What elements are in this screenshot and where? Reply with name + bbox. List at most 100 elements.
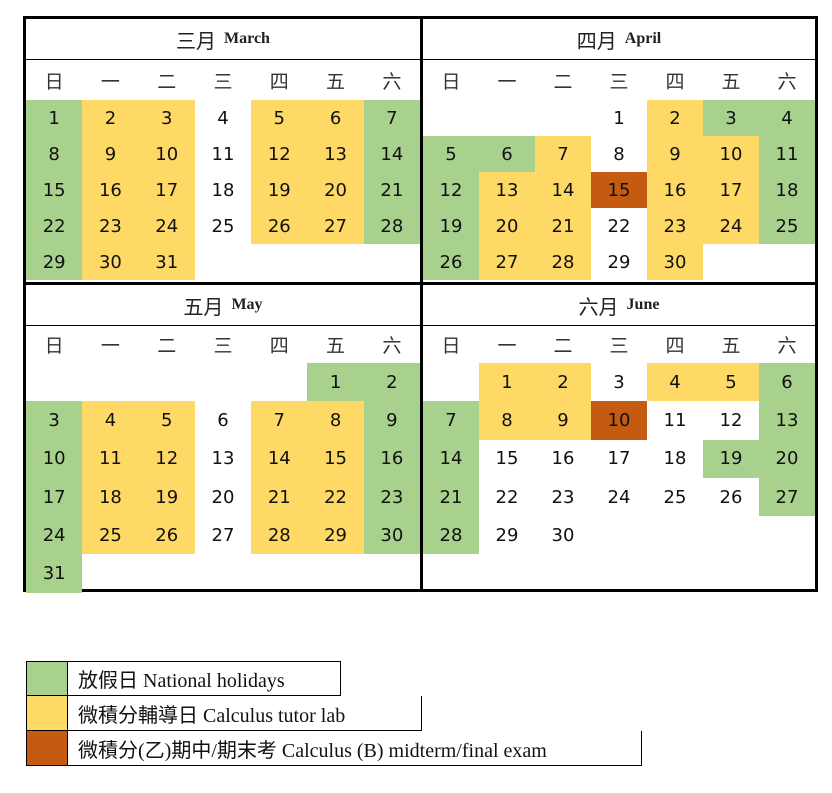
day-cell: 20 [759, 439, 815, 478]
empty-cell [251, 554, 307, 592]
weekday-header: 二 [553, 70, 573, 93]
day-cell: 24 [703, 208, 759, 244]
day-cell: 24 [607, 486, 631, 508]
day-cell: 16 [363, 439, 420, 478]
weekday-header: 三 [213, 335, 233, 357]
day-cell: 18 [663, 448, 687, 470]
day-cell: 19 [423, 208, 479, 244]
day-cell: 16 [647, 172, 703, 208]
day-cell: 1 [26, 100, 83, 136]
day-cell: 13 [307, 136, 364, 172]
day-cell: 9 [647, 136, 703, 172]
legend-item: 微積分(乙)期中/期末考 Calculus (B) midterm/final … [26, 731, 642, 766]
day-cell: 21 [363, 172, 420, 208]
empty-cell [423, 363, 479, 401]
day-cell: 21 [535, 208, 591, 244]
day-cell: 9 [82, 136, 139, 172]
day-cell: 22 [495, 486, 519, 508]
weekday-header: 日 [441, 335, 461, 357]
weekday-header: 五 [326, 70, 346, 93]
empty-cell [647, 516, 703, 554]
day-cell: 6 [479, 136, 535, 172]
day-cell: 4 [759, 100, 815, 136]
day-cell: 15 [307, 439, 364, 478]
day-cell: 13 [211, 448, 235, 470]
day-cell: 4 [647, 363, 703, 402]
day-cell: 28 [363, 208, 420, 244]
day-cell: 14 [535, 172, 591, 208]
day-cell: 30 [363, 516, 420, 555]
empty-cell [195, 244, 251, 280]
legend-item: 微積分輔導日 Calculus tutor lab [26, 696, 642, 731]
month-title-zh: 三月 [176, 28, 217, 53]
day-cell: 29 [26, 244, 83, 280]
weekday-header: 三 [609, 70, 629, 93]
empty-cell [195, 554, 251, 592]
day-cell: 18 [82, 477, 139, 517]
day-cell: 12 [251, 136, 308, 172]
calendar: 三月 March 日一二三四五六 1 2 3 4 5 6 7 8 9 10 11 12 13 14 15 16 17 1… [23, 16, 818, 593]
day-cell: 25 [663, 486, 687, 508]
legend-label: 微積分輔導日 Calculus tutor lab [67, 696, 422, 731]
day-cell: 6 [307, 100, 364, 136]
day-cell: 7 [251, 401, 308, 440]
day-cell: 26 [138, 516, 195, 555]
weekday-header: 一 [100, 335, 120, 357]
weekday-header: 五 [326, 335, 346, 357]
weekday-header: 日 [441, 70, 461, 93]
day-cell: 10 [591, 401, 647, 440]
weekday-header: 一 [497, 70, 517, 93]
day-cell: 1 [613, 107, 625, 129]
day-cell: 8 [26, 136, 83, 172]
day-cell: 26 [719, 486, 743, 508]
day-cell: 11 [211, 143, 235, 165]
day-cell: 5 [703, 363, 759, 402]
day-cell: 28 [535, 244, 591, 280]
weekday-header: 六 [777, 335, 797, 357]
empty-cell [364, 554, 420, 592]
day-cell: 4 [82, 401, 139, 440]
day-cell: 21 [251, 477, 308, 517]
month-title-zh: 四月 [576, 28, 617, 53]
day-cell: 11 [759, 136, 815, 172]
day-cell: 28 [423, 516, 479, 555]
day-cell: 27 [479, 244, 535, 280]
day-cell: 7 [535, 136, 591, 172]
empty-cell [251, 244, 307, 280]
day-cell: 14 [363, 136, 420, 172]
day-cell: 19 [703, 439, 759, 478]
day-cell: 10 [26, 439, 83, 478]
day-cell: 25 [211, 215, 235, 237]
day-cell: 11 [82, 439, 139, 478]
month-grid: 日一二三四五六 1 2 3 4 5 6 7 8 9 10 11 12 13 14 15 16 17 18 19 20 21… [423, 326, 815, 593]
weekday-header: 四 [665, 335, 685, 357]
legend-item: 放假日 National holidays [26, 661, 642, 696]
day-cell: 21 [423, 477, 479, 517]
empty-cell [479, 100, 535, 136]
empty-cell [703, 516, 759, 554]
day-cell: 15 [26, 172, 83, 208]
day-cell: 2 [363, 363, 420, 402]
month-march: 三月 March 日一二三四五六 1 2 3 4 5 6 7 8 9 10 11 12 13 14 15 16 17 1… [26, 19, 420, 282]
day-cell: 5 [423, 136, 479, 172]
empty-cell [139, 363, 195, 401]
day-cell: 18 [759, 172, 815, 208]
day-cell: 24 [26, 516, 83, 555]
day-cell: 14 [423, 439, 479, 478]
day-cell: 23 [363, 477, 420, 517]
empty-cell [423, 554, 479, 592]
empty-cell [479, 554, 535, 592]
legend: 放假日 National holidays 微積分輔導日 Calculus tut… [26, 661, 642, 766]
day-cell: 4 [217, 107, 229, 129]
weekday-header: 二 [157, 70, 177, 93]
weekday-header: 四 [665, 70, 685, 93]
month-title-en: March [224, 30, 270, 47]
weekday-header: 四 [269, 335, 289, 357]
weekday-header: 六 [777, 70, 797, 93]
weekday-header: 五 [721, 335, 741, 357]
weekday-header: 四 [269, 70, 289, 93]
empty-cell [82, 363, 138, 401]
day-cell: 29 [495, 524, 519, 546]
day-cell: 23 [82, 208, 139, 244]
empty-cell [759, 244, 815, 280]
